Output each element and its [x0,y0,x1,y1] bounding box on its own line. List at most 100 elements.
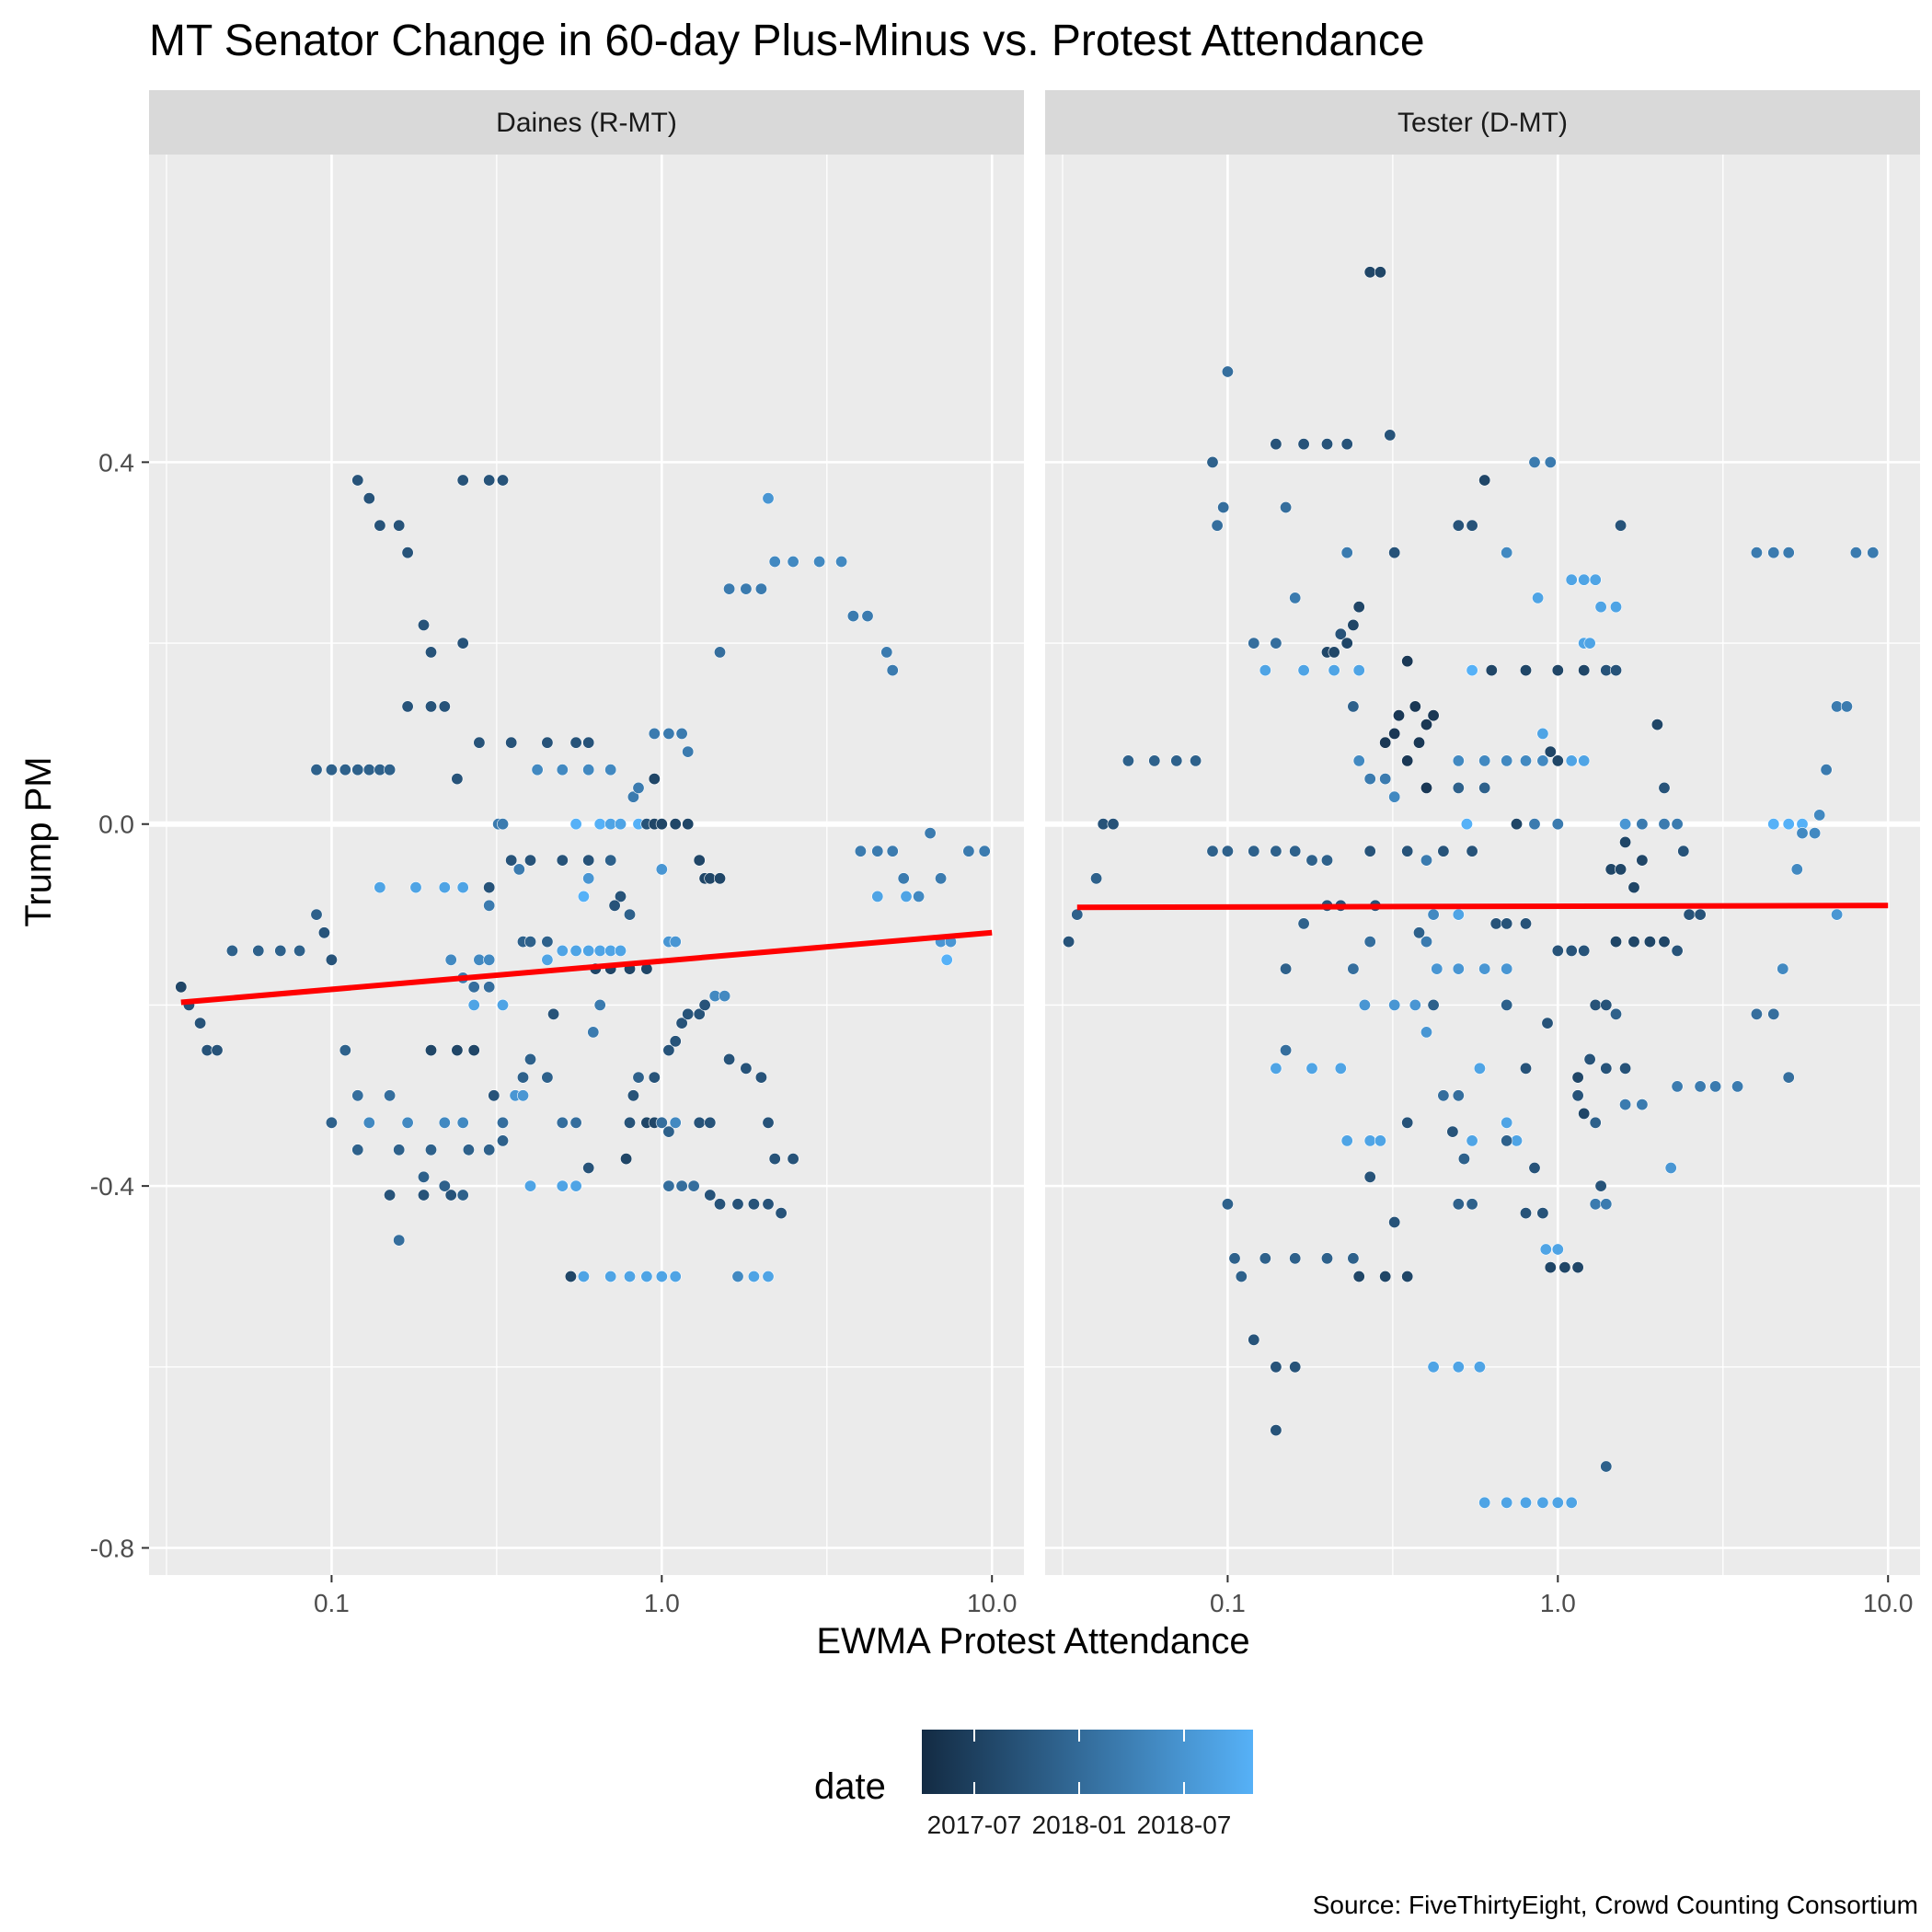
data-point [1363,936,1376,949]
data-point [496,818,509,831]
data-point [731,1198,744,1211]
data-point [1594,601,1607,614]
data-point [1578,754,1591,767]
data-point [1221,365,1234,378]
data-point [1446,1125,1459,1138]
data-point [1541,1017,1554,1029]
data-point [1520,1496,1533,1509]
data-point [1539,1243,1552,1256]
data-point [483,953,496,966]
data-point [787,1153,799,1166]
data-point [1767,546,1780,559]
data-point [1457,1153,1470,1166]
data-point [1363,773,1376,786]
color-legend: date 2017-07 2018-01 2018-07 [814,1730,1253,1839]
data-point [1363,1134,1376,1147]
data-point [1643,936,1656,949]
data-point [1565,754,1578,767]
data-point [623,1116,636,1129]
data-point [293,944,306,957]
data-point [1658,781,1671,794]
data-point [1401,1271,1414,1283]
data-point [1551,754,1564,767]
data-point [1420,781,1433,794]
data-point [1536,1496,1549,1509]
data-point [1615,519,1627,532]
data-point [1401,754,1414,767]
data-point [556,764,569,776]
data-point [1211,519,1224,532]
data-point [1071,908,1084,921]
data-point [675,1179,688,1192]
data-point [693,854,706,867]
data-point [1583,637,1596,650]
data-point [505,854,518,867]
data-point [1452,1198,1465,1211]
data-point [211,1044,224,1057]
data-point [669,936,682,949]
data-point [1544,455,1557,468]
data-point [1358,998,1371,1011]
data-point [669,1035,682,1048]
data-point [1305,854,1318,867]
data-point [1420,936,1433,949]
data-point [1206,845,1219,857]
data-point [1297,917,1310,930]
data-point [541,953,554,966]
data-point [541,736,554,749]
data-point [451,1044,464,1057]
data-point [740,582,753,595]
data-point [1813,809,1826,822]
data-point [682,818,695,831]
facet-strip-label: Daines (R-MT) [496,108,677,138]
data-point [1437,845,1450,857]
data-point [1401,655,1414,668]
facet-panel: Tester (D-MT) 0.1 1.0 10.0 [1045,90,1920,1617]
data-point [393,1234,406,1247]
data-point [1520,1207,1533,1220]
data-point [1452,781,1465,794]
data-point [675,1017,688,1029]
data-point [1270,637,1282,650]
data-point [713,1198,726,1211]
data-point [593,998,606,1011]
data-point [1571,1071,1584,1084]
data-point [438,881,451,894]
data-point [473,736,486,749]
data-point [935,872,948,885]
data-point [577,890,590,903]
data-point [384,1089,397,1102]
data-point [374,881,386,894]
data-point [384,1189,397,1202]
data-point [424,1044,437,1057]
data-point [1270,438,1282,451]
data-point [424,646,437,659]
data-point [401,546,414,559]
data-point [713,646,726,659]
data-point [1280,962,1293,975]
data-point [483,881,496,894]
data-point [252,944,265,957]
data-point [740,1062,753,1075]
data-point [1466,664,1478,677]
data-point [1259,1252,1271,1265]
data-point [456,474,469,487]
data-point [1520,664,1533,677]
data-point [1334,627,1347,640]
data-point [1709,1080,1722,1093]
data-point [1347,962,1360,975]
data-point [424,700,437,713]
data-point [1478,962,1491,975]
data-point [175,981,188,994]
data-point [1578,1107,1591,1120]
data-point [1452,519,1465,532]
data-point [1352,754,1365,767]
data-point [325,953,338,966]
x-tick-label: 0.1 [1210,1589,1246,1617]
data-point [556,854,569,867]
data-point [1190,754,1202,767]
data-point [351,1089,364,1102]
data-point [1532,592,1545,604]
data-point [1388,790,1401,803]
data-point [846,610,859,623]
